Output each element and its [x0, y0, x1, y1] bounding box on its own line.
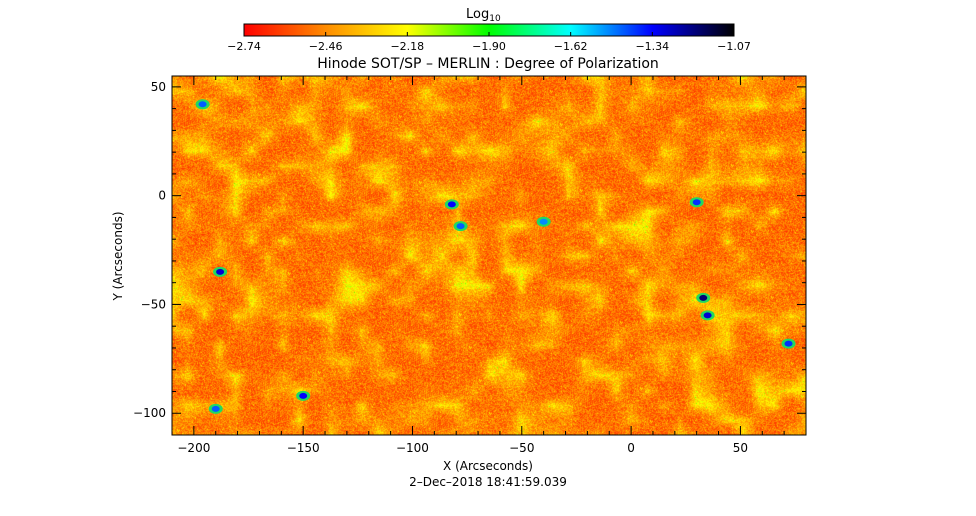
patch-core — [299, 392, 308, 399]
polarization-patch — [700, 310, 715, 321]
x-tick-label: −50 — [509, 441, 534, 455]
y-tick-label: −50 — [141, 297, 166, 311]
plot-frame — [171, 75, 807, 436]
x-axis-label: X (Arcseconds) — [443, 459, 533, 473]
y-tick-label: 0 — [158, 189, 166, 203]
heatmap-image-holder — [172, 76, 806, 435]
colorbar-tick-label: −1.34 — [635, 40, 669, 53]
patch-core — [703, 312, 712, 319]
chart-title: Hinode SOT/SP – MERLIN : Degree of Polar… — [317, 56, 659, 72]
x-tick-label: −150 — [287, 441, 320, 455]
x-tick-label: −200 — [177, 441, 210, 455]
polarization-patch — [195, 99, 210, 110]
polarization-patch — [781, 338, 796, 349]
patch-core — [456, 223, 465, 230]
plot-area: −200 −150 −100 −50 0 50 50 0 −50 −100 — [133, 75, 807, 455]
colorbar-tick-label: −2.46 — [309, 40, 343, 53]
polarization-patch — [208, 403, 223, 414]
polarization-patch — [536, 216, 551, 227]
y-tick-label: 50 — [151, 80, 166, 94]
colorbar-label-subscript: 10 — [489, 14, 501, 24]
colorbar: Log10 −2.74 −2.46 −2.18 −1.90 −1.62 −1.34 −1.0… — [227, 7, 751, 53]
patch-core — [539, 218, 548, 225]
y-tick-label: −100 — [133, 406, 166, 420]
patch-core — [447, 201, 456, 208]
patch-core — [784, 340, 793, 347]
colorbar-tick-label: −1.62 — [554, 40, 588, 53]
polarization-patch — [444, 199, 459, 210]
y-axis-label: Y (Arcseconds) — [111, 211, 125, 301]
polarization-patch — [696, 292, 711, 303]
patch-core — [211, 405, 220, 412]
high-polarization-patches — [195, 99, 796, 414]
polarization-patch — [689, 197, 704, 208]
polarization-patch — [453, 221, 468, 232]
patch-core — [699, 294, 708, 301]
colorbar-tick-label: −1.07 — [717, 40, 751, 53]
polarization-patch — [296, 390, 311, 401]
x-tick-label: 50 — [733, 441, 748, 455]
colorbar-label-base: Log — [466, 7, 489, 22]
patch-core — [198, 101, 207, 108]
colorbar-tick-label: −2.18 — [390, 40, 424, 53]
patch-core — [692, 199, 701, 206]
heatmap-image — [172, 76, 806, 435]
patch-core — [216, 268, 225, 275]
colorbar-label: Log10 — [466, 7, 501, 24]
colorbar-tick-label: −2.74 — [227, 40, 261, 53]
colorbar-ticks: −2.74 −2.46 −2.18 −1.90 −1.62 −1.34 −1.07 — [227, 32, 751, 53]
x-tick-label: 0 — [627, 441, 635, 455]
timestamp: 2–Dec–2018 18:41:59.039 — [409, 475, 567, 489]
polarization-patch — [213, 266, 228, 277]
x-axis: −200 −150 −100 −50 0 50 — [171, 76, 807, 455]
x-tick-label: −100 — [396, 441, 429, 455]
colorbar-tick-label: −1.90 — [472, 40, 506, 53]
y-axis: 50 0 −50 −100 — [133, 80, 806, 436]
